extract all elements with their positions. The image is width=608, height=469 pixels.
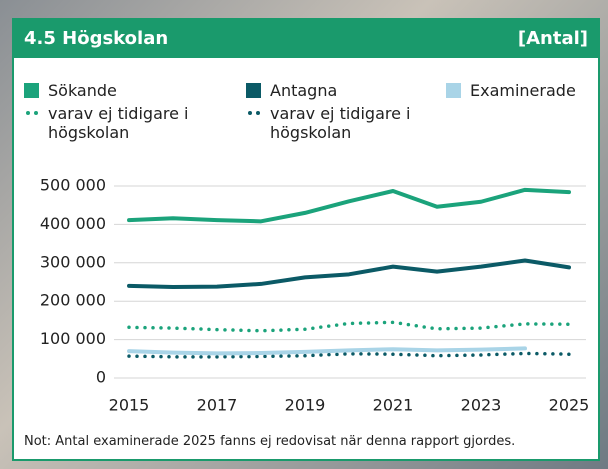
x-tick-label: 2025 [549,396,590,415]
legend-swatch [246,83,261,98]
legend-dot [34,111,38,115]
x-tick-label: 2023 [461,396,502,415]
x-tick-label: 2015 [109,396,150,415]
legend-label: Examinerade [470,81,600,100]
legend-swatch [24,83,39,98]
x-tick-label: 2021 [373,396,414,415]
legend-dot [256,111,260,115]
legend-label: Antagna [270,81,440,100]
legend-swatch [446,83,461,98]
series-line [129,260,569,286]
series-line [129,348,525,353]
legend-dot [26,111,30,115]
y-tick-label: 300 000 [40,252,106,271]
legend-label: varav ej tidigare i högskolan [48,104,198,142]
x-tick-label: 2019 [285,396,326,415]
series-line [129,190,569,221]
legend-label: varav ej tidigare i högskolan [270,104,420,142]
x-tick-label: 2017 [197,396,238,415]
y-tick-label: 500 000 [40,176,106,195]
legend-label: Sökande [48,81,218,100]
y-tick-label: 200 000 [40,291,106,310]
y-tick-label: 400 000 [40,214,106,233]
page: 4.5 Högskolan [Antal] 0100 000200 000300… [0,0,608,469]
legend-dot [248,111,252,115]
y-tick-label: 0 [96,368,106,387]
note: Not: Antal examinerade 2025 fanns ej red… [24,434,515,449]
y-tick-label: 100 000 [40,329,106,348]
series-line [129,322,569,330]
chart: 0 100 000 200 000 300 000 400 000 500 000 2015… [14,20,598,420]
